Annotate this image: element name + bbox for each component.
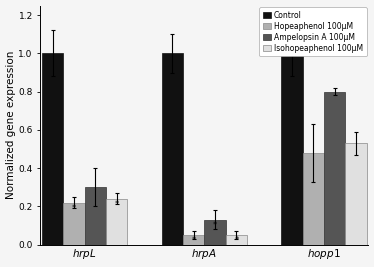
Bar bbox=[85, 187, 106, 245]
Legend: Control, Hopeaphenol 100μM, Ampelopsin A 100μM, Isohopeaphenol 100μM: Control, Hopeaphenol 100μM, Ampelopsin A… bbox=[260, 7, 367, 56]
Bar bbox=[42, 53, 63, 245]
Text: *: * bbox=[213, 221, 217, 230]
Bar bbox=[346, 143, 367, 245]
Bar bbox=[183, 235, 205, 245]
Bar bbox=[226, 235, 247, 245]
Text: *: * bbox=[191, 236, 196, 245]
Text: *: * bbox=[114, 200, 119, 209]
Bar bbox=[63, 203, 85, 245]
Y-axis label: Normalized gene expression: Normalized gene expression bbox=[6, 51, 16, 199]
Bar bbox=[106, 199, 127, 245]
Text: *: * bbox=[72, 203, 76, 213]
Bar bbox=[303, 153, 324, 245]
Bar bbox=[205, 220, 226, 245]
Text: *: * bbox=[234, 236, 239, 245]
Bar bbox=[162, 53, 183, 245]
Bar bbox=[324, 92, 346, 245]
Bar bbox=[282, 53, 303, 245]
